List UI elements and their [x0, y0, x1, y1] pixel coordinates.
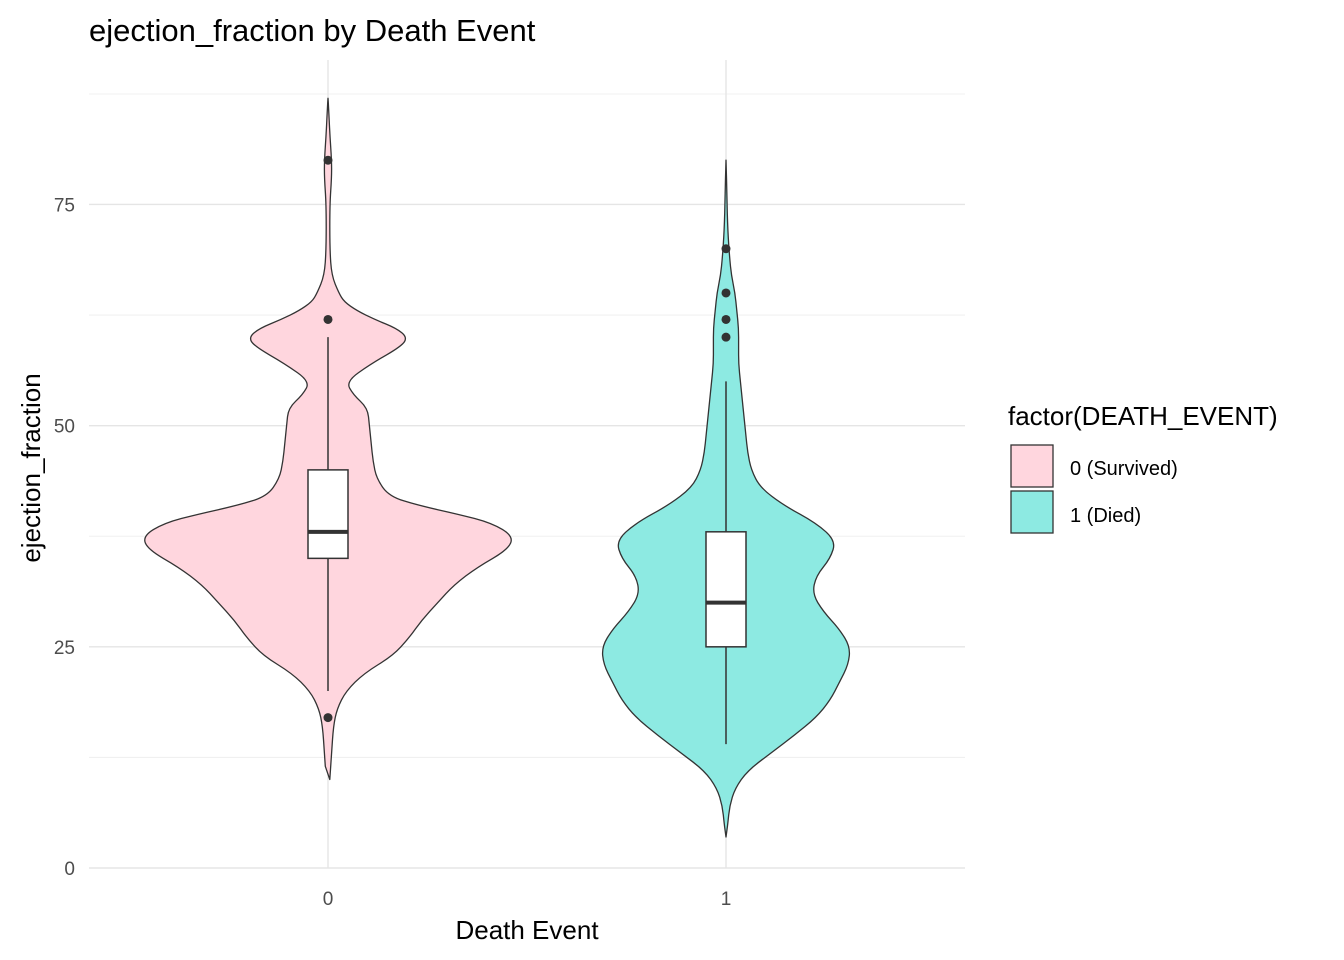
y-tick-label: 50: [54, 417, 75, 438]
y-axis-title: ejection_fraction: [16, 373, 46, 562]
outlier-point: [323, 314, 333, 324]
y-tick-label: 0: [64, 859, 75, 880]
box-0: [307, 469, 349, 560]
outlier-points: [323, 155, 731, 723]
y-tick-labels: 0 25 50 75: [54, 195, 75, 880]
outlier-point: [721, 244, 731, 254]
y-tick-label: 25: [54, 638, 75, 659]
legend-label-survived: 0 (Survived): [1070, 458, 1178, 480]
legend-title: factor(DEATH_EVENT): [1008, 401, 1278, 431]
gridlines: [89, 60, 965, 869]
outlier-point: [323, 713, 333, 723]
x-tick-label: 1: [721, 889, 732, 910]
legend-key-died: [1010, 490, 1054, 534]
outlier-point: [721, 288, 731, 298]
outlier-point: [323, 155, 333, 165]
box-1: [705, 531, 747, 648]
outlier-point: [721, 332, 731, 342]
legend-label-died: 1 (Died): [1070, 505, 1141, 527]
legend-key-survived: [1010, 444, 1054, 488]
chart-title: ejection_fraction by Death Event: [89, 13, 536, 48]
x-axis-title: Death Event: [455, 915, 599, 945]
y-tick-label: 75: [54, 195, 75, 216]
boxplots: [307, 337, 747, 745]
x-tick-label: 0: [323, 889, 334, 910]
outlier-point: [721, 314, 731, 324]
legend: factor(DEATH_EVENT) 0 (Survived) 1 (Died…: [1008, 401, 1278, 534]
violins: [144, 97, 851, 838]
